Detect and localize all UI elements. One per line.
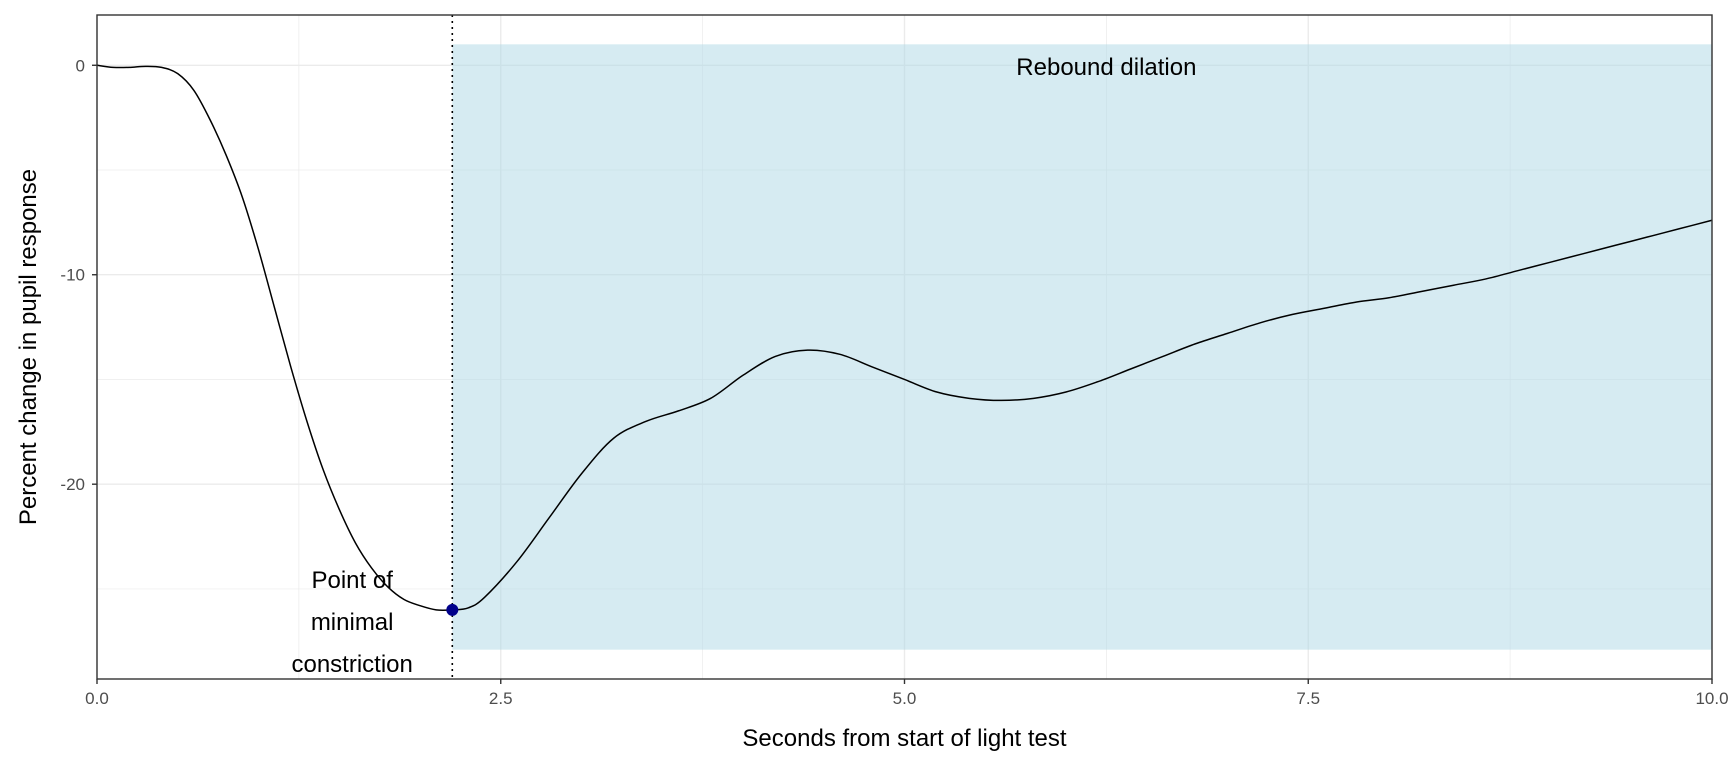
annotation-line: constriction [291,651,412,678]
annotation-line: minimal [311,609,394,636]
minimal-constriction-point [446,603,459,616]
y-tick-label: -20 [60,475,85,494]
annotation-min-constriction: Point of minimal constriction [291,567,412,678]
y-tick-label: -10 [60,266,85,285]
annotation-line: Point of [311,567,393,594]
rebound-region [452,44,1712,650]
pupil-response-line [96,64,1713,612]
annotation-rebound-dilation: Rebound dilation [1016,54,1196,81]
x-tick-label: 10.0 [1695,689,1728,708]
x-axis-ticks: 0.0 2.5 5.0 7.5 10.0 [85,679,1728,708]
y-axis-title: Percent change in pupil response [15,169,42,525]
x-axis-title: Seconds from start of light test [742,725,1066,752]
x-tick-label: 2.5 [489,689,513,708]
y-axis-ticks: 0 -10 -20 [60,56,97,494]
x-tick-label: 5.0 [893,689,917,708]
y-tick-label: 0 [76,56,85,75]
x-tick-label: 7.5 [1296,689,1320,708]
x-tick-label: 0.0 [85,689,109,708]
